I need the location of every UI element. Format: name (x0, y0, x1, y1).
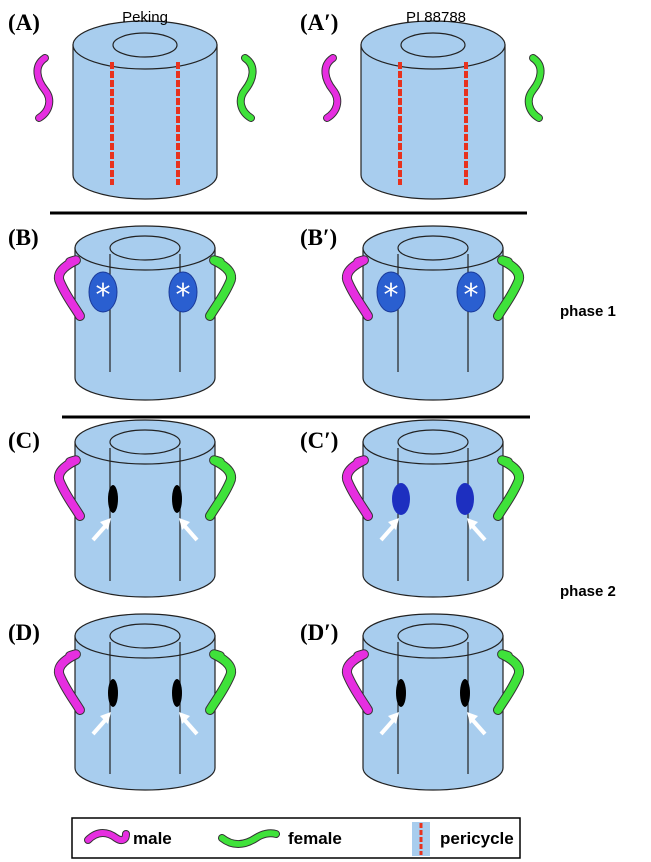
cylinder (363, 442, 503, 597)
inner-top (401, 33, 465, 57)
cylinder (75, 636, 215, 790)
syncytium (172, 485, 182, 513)
syncytium (392, 483, 410, 515)
panel-label: (D) (8, 620, 40, 645)
syncytium (456, 483, 474, 515)
shapes: * * * * (37, 21, 540, 856)
legend-label: pericycle (440, 829, 514, 848)
inner-top (110, 624, 180, 648)
cylinder (363, 248, 503, 400)
syncytium (108, 679, 118, 707)
asterisk: * (176, 278, 191, 313)
column-title: Peking (122, 9, 168, 26)
panel-label: (C) (8, 428, 40, 453)
inner-top (110, 236, 180, 260)
syncytium (396, 679, 406, 707)
inner-top (110, 430, 180, 454)
cylinder (363, 636, 503, 790)
asterisk: * (464, 278, 479, 313)
cylinder (75, 248, 215, 400)
panel-label: (B′) (300, 225, 337, 250)
phase-label: phase 1 (560, 303, 616, 320)
syncytium (460, 679, 470, 707)
panel-label: (B) (8, 225, 39, 250)
syncytium (172, 679, 182, 707)
syncytium (108, 485, 118, 513)
column-title: PI 88788 (406, 9, 466, 26)
cylinder (75, 442, 215, 597)
phase-label: phase 2 (560, 583, 616, 600)
legend-label: female (288, 829, 342, 848)
panel-label: (A′) (300, 10, 338, 35)
panel-label: (D′) (300, 620, 338, 645)
inner-top (398, 624, 468, 648)
legend-label: male (133, 829, 172, 848)
panel-label: (A) (8, 10, 40, 35)
inner-top (398, 430, 468, 454)
asterisk: * (96, 278, 111, 313)
panel-label: (C′) (300, 428, 338, 453)
asterisk: * (384, 278, 399, 313)
inner-top (113, 33, 177, 57)
figure: * * * * (A) Peking (A′) PI 88788 (B) (B′) (… (0, 0, 651, 862)
inner-top (398, 236, 468, 260)
